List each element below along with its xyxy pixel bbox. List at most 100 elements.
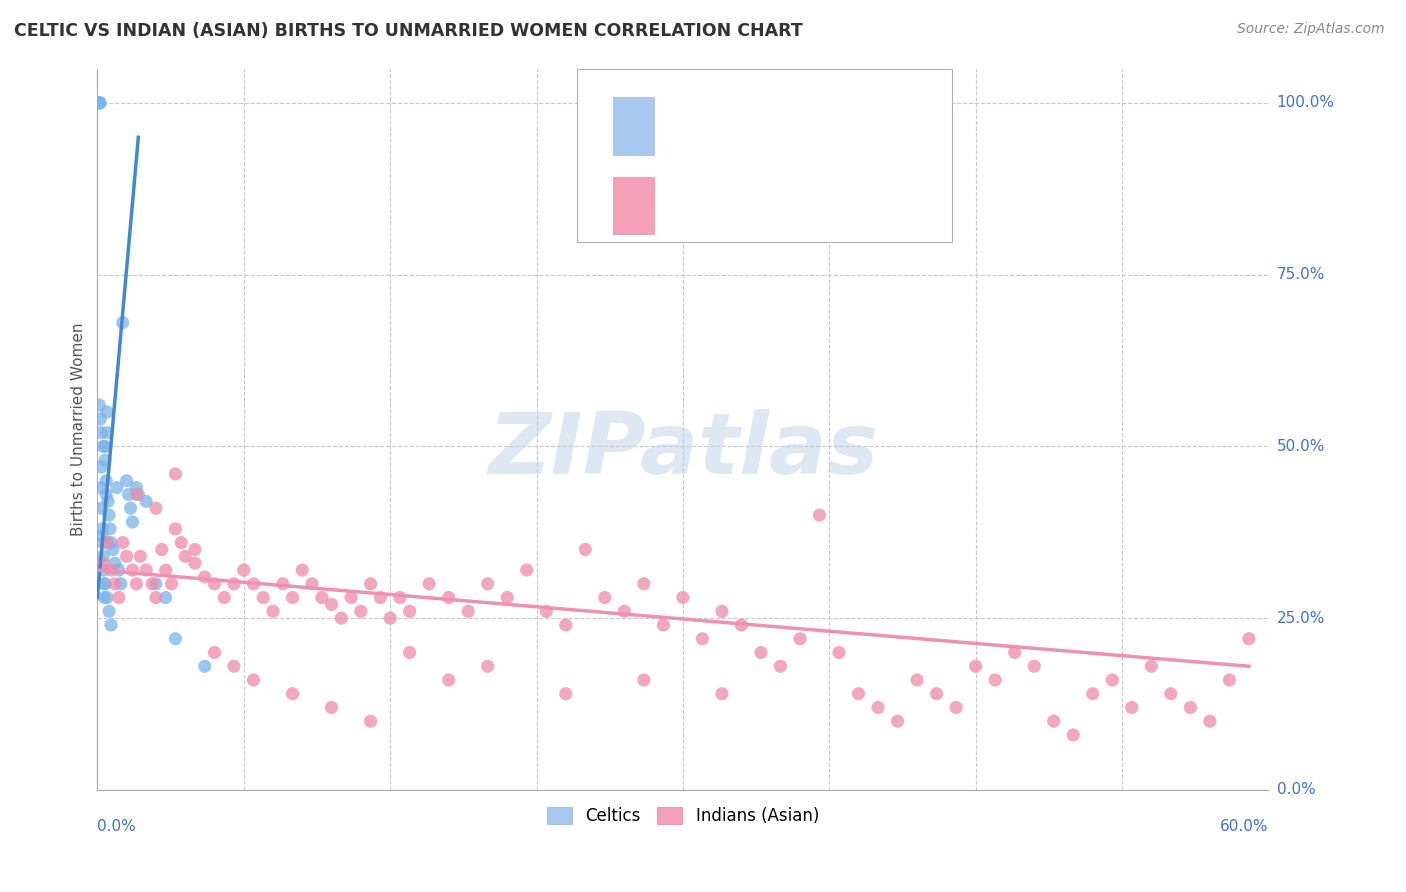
Point [477,659,499,673]
Point [321,598,343,612]
Point [155,591,177,605]
Point [194,659,217,673]
Point [1199,714,1222,729]
Point [89,95,111,110]
Point [165,632,187,646]
Point [692,632,714,646]
Point [120,501,142,516]
Point [94,576,117,591]
Point [90,460,112,475]
Point [378,611,401,625]
Point [125,481,148,495]
Point [1121,700,1143,714]
Text: 0.0%: 0.0% [1277,782,1316,797]
Point [115,474,138,488]
Point [1160,687,1182,701]
Point [613,604,636,618]
Point [965,659,987,673]
Point [90,481,112,495]
Point [93,591,115,605]
Point [418,576,440,591]
Point [905,673,928,687]
Text: 0.0%: 0.0% [97,819,136,834]
Point [360,714,382,729]
Point [398,604,420,618]
Text: 100.0%: 100.0% [1277,95,1334,111]
Point [150,542,173,557]
Point [127,487,149,501]
Point [848,687,870,701]
Point [105,481,128,495]
Point [90,425,112,440]
Point [222,659,245,673]
Point [94,474,117,488]
Point [1004,646,1026,660]
Point [1101,673,1123,687]
Point [91,563,114,577]
Point [165,522,187,536]
Point [96,425,118,440]
Point [1062,728,1084,742]
Point [808,508,831,522]
Text: N =: N = [794,198,828,213]
Point [89,412,111,426]
Point [96,591,118,605]
Point [117,487,139,501]
Point [91,439,114,453]
Text: 75.0%: 75.0% [1277,267,1324,282]
Point [370,591,392,605]
Point [100,563,122,577]
Point [135,494,157,508]
Point [360,576,382,591]
Point [593,591,616,605]
Point [90,501,112,516]
Point [252,591,274,605]
Point [141,576,163,591]
Point [204,576,226,591]
Point [155,563,177,577]
Point [111,535,134,549]
Point [89,95,111,110]
Text: 0.365: 0.365 [720,119,769,134]
Point [222,576,245,591]
Point [91,522,114,536]
Point [101,542,124,557]
Point [340,591,363,605]
Point [301,576,323,591]
Point [554,618,576,632]
Point [554,687,576,701]
Text: CELTIC VS INDIAN (ASIAN) BIRTHS TO UNMARRIED WOMEN CORRELATION CHART: CELTIC VS INDIAN (ASIAN) BIRTHS TO UNMAR… [14,22,803,40]
Point [672,591,695,605]
Point [98,604,121,618]
Point [633,673,655,687]
Text: 101: 101 [841,198,873,213]
Point [89,398,111,412]
Point [536,604,558,618]
Point [93,576,115,591]
Point [232,563,254,577]
Point [496,591,519,605]
Point [184,556,207,570]
Point [1180,700,1202,714]
Point [477,576,499,591]
Point [710,604,733,618]
Point [1081,687,1104,701]
Point [242,576,264,591]
Point [94,487,117,501]
Point [749,646,772,660]
Point [291,563,314,577]
Point [89,95,111,110]
Point [828,646,851,660]
Point [129,549,152,564]
Text: 25.0%: 25.0% [1277,611,1324,625]
Text: -0.305: -0.305 [720,198,775,213]
Point [184,542,207,557]
Point [194,570,217,584]
Text: R =: R = [671,119,704,134]
Text: 50.0%: 50.0% [1277,439,1324,454]
Point [115,549,138,564]
Text: R =: R = [671,198,704,213]
Point [945,700,967,714]
Point [97,494,120,508]
FancyBboxPatch shape [613,177,654,235]
